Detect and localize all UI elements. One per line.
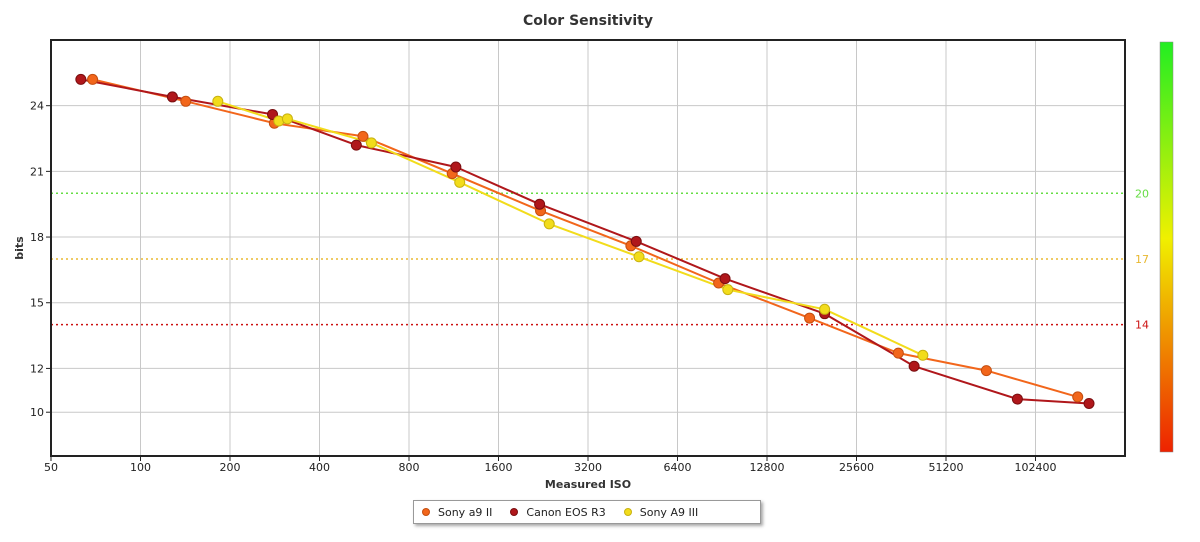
- x-tick-label: 200: [220, 461, 241, 474]
- color-scale-bar: [1159, 41, 1174, 453]
- x-tick-label: 50: [44, 461, 58, 474]
- data-point[interactable]: [212, 95, 224, 107]
- data-point[interactable]: [908, 360, 920, 372]
- y-tick-label: 21: [30, 165, 44, 178]
- x-tick-label: 3200: [574, 461, 602, 474]
- data-point[interactable]: [267, 108, 279, 120]
- legend-item-sony-a9-iii[interactable]: Sony A9 III: [623, 505, 699, 519]
- y-axis-label: bits: [13, 236, 26, 260]
- legend-item-canon-eos-r3[interactable]: Canon EOS R3: [510, 505, 606, 519]
- series-points: [75, 73, 1095, 409]
- legend-marker-canon-eos-r3: [510, 508, 519, 516]
- data-point[interactable]: [180, 95, 192, 107]
- y-tick-label: 10: [30, 406, 44, 419]
- data-point[interactable]: [630, 235, 642, 247]
- legend-item-sony-a9-ii[interactable]: Sony a9 II: [422, 506, 492, 519]
- chart-title: Color Sensitivity: [523, 13, 653, 29]
- reference-tick-labels: 20 17 14: [1135, 187, 1149, 331]
- data-point[interactable]: [166, 91, 178, 103]
- y-tick-label: 15: [30, 297, 44, 310]
- y-tick-label: 24: [30, 100, 44, 113]
- legend-label: Sony a9 II: [438, 505, 493, 519]
- data-point[interactable]: [534, 198, 546, 210]
- legend: Sony a9 II Canon EOS R3 Sony A9 III: [413, 500, 761, 524]
- data-point[interactable]: [1072, 391, 1084, 403]
- reference-tick-label: 14: [1135, 319, 1149, 332]
- series-line: [92, 78, 1078, 398]
- y-tick-label: 12: [30, 362, 44, 375]
- data-point[interactable]: [281, 113, 293, 125]
- data-point[interactable]: [75, 73, 87, 85]
- x-axis-ticks: 50 100 200 400 800 1600 3200 6400 12800 25600 5120…: [44, 456, 1057, 474]
- x-tick-label: 12800: [750, 461, 785, 474]
- x-tick-label: 400: [309, 461, 330, 474]
- x-tick-label: 25600: [839, 461, 874, 474]
- x-tick-label: 100: [130, 461, 151, 474]
- legend-marker-sony-a9-ii: [422, 508, 430, 516]
- data-point[interactable]: [819, 303, 831, 315]
- data-point[interactable]: [1083, 397, 1095, 409]
- data-point[interactable]: [722, 284, 734, 296]
- x-axis-label: Measured ISO: [545, 478, 631, 491]
- data-point[interactable]: [365, 137, 377, 149]
- x-tick-label: 51200: [929, 461, 964, 474]
- legend-marker-sony-a9-iii: [623, 508, 632, 516]
- data-point[interactable]: [454, 176, 466, 188]
- data-point[interactable]: [1011, 393, 1023, 405]
- series-line: [80, 78, 1090, 405]
- legend-label: Sony A9 III: [639, 505, 699, 519]
- reference-lines: [51, 192, 1125, 326]
- data-point[interactable]: [719, 273, 731, 285]
- x-tick-label: 1600: [485, 461, 513, 474]
- data-point[interactable]: [87, 73, 99, 85]
- data-point[interactable]: [892, 347, 904, 359]
- data-point[interactable]: [357, 130, 369, 142]
- data-point[interactable]: [804, 312, 816, 324]
- data-point[interactable]: [450, 161, 462, 173]
- legend-label: Canon EOS R3: [526, 505, 606, 519]
- data-point[interactable]: [350, 139, 362, 151]
- data-point[interactable]: [633, 251, 645, 263]
- data-point[interactable]: [980, 365, 992, 377]
- x-tick-label: 102400: [1015, 461, 1057, 474]
- data-point[interactable]: [917, 349, 929, 361]
- reference-tick-label: 20: [1135, 187, 1149, 200]
- reference-tick-label: 17: [1135, 253, 1149, 266]
- y-axis-ticks: 10 12 15 18 21 24: [30, 100, 51, 419]
- x-tick-label: 800: [399, 461, 420, 474]
- x-tick-label: 6400: [664, 461, 692, 474]
- data-point[interactable]: [543, 218, 555, 230]
- y-tick-label: 18: [30, 231, 44, 244]
